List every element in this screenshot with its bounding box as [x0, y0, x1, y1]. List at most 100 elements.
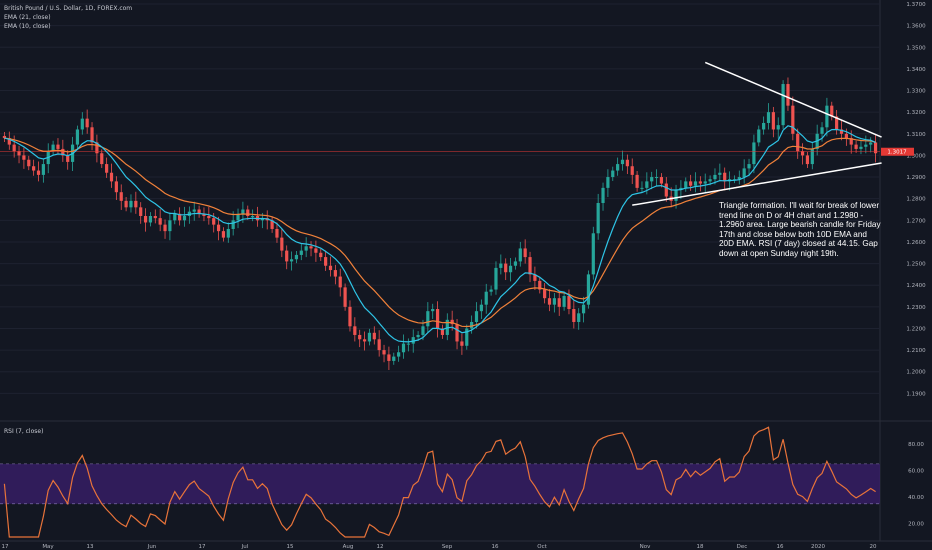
candle-body — [431, 309, 435, 312]
candle-body — [640, 187, 644, 189]
candle-body — [309, 246, 313, 249]
candle-body — [85, 118, 89, 128]
candle-body — [36, 170, 41, 175]
candle-body — [679, 187, 683, 191]
candle-body — [139, 207, 143, 216]
candle-body — [7, 138, 11, 145]
price-tick-label: 1.2100 — [906, 348, 926, 354]
candle-body — [61, 148, 65, 156]
price-axis[interactable]: 1.3700 1.3600 1.3500 1.3400 1.3300 1.3200 1.31… — [881, 2, 926, 397]
candle-body — [606, 177, 610, 188]
candle-body — [674, 190, 678, 201]
candle-body — [406, 343, 410, 345]
candle-body — [752, 142, 756, 165]
time-tick-label: 13 — [87, 544, 94, 550]
candle-body — [367, 332, 372, 342]
candle-body — [625, 159, 629, 167]
time-tick-label: Nov — [640, 544, 651, 550]
candle-body — [830, 105, 834, 117]
candle-body — [479, 304, 483, 312]
time-tick-label: 2020 — [811, 544, 825, 550]
candle-body — [158, 218, 162, 225]
candle-body — [698, 181, 702, 184]
price-tick-label: 1.3300 — [906, 89, 926, 95]
candle-body — [504, 263, 508, 273]
ema10-path — [4, 125, 876, 343]
time-tick-label: 17 — [2, 544, 9, 550]
candle-body — [523, 248, 527, 258]
candle-body — [654, 177, 659, 179]
price-tick-label: 1.1900 — [906, 391, 926, 397]
candle-body — [869, 142, 873, 145]
time-tick-label: 15 — [287, 544, 294, 550]
candle-body — [202, 213, 206, 216]
price-tick-label: 1.2900 — [906, 175, 926, 181]
candle-body — [864, 144, 868, 147]
candle-body — [66, 155, 70, 162]
candle-body — [771, 112, 775, 130]
time-tick-label: Jul — [241, 544, 249, 550]
candle-body — [411, 337, 415, 344]
candle-body — [713, 174, 717, 180]
time-tick-label: 12 — [377, 544, 384, 550]
last-price-tag — [881, 147, 914, 156]
time-tick-label: 16 — [777, 544, 784, 550]
price-tick-label: 1.3100 — [906, 132, 926, 138]
candle-body — [440, 328, 445, 335]
candle-body — [591, 233, 595, 275]
rsi-band — [0, 463, 880, 505]
time-tick-label: 18 — [697, 544, 704, 550]
candle-body — [538, 280, 542, 290]
candle-body — [260, 218, 264, 221]
time-tick-label: 20 — [870, 544, 877, 550]
candle-body — [572, 309, 576, 322]
candle-body — [12, 144, 16, 152]
candle-body — [382, 350, 386, 355]
candle-body — [470, 321, 474, 329]
candle-body — [620, 159, 625, 165]
time-axis[interactable]: 17 May 13 Jun 17 Jul 15 Aug 12 Sep 16 Oct Nov 18 Dec 16… — [2, 544, 877, 550]
candle-body — [294, 254, 299, 260]
candle-body — [22, 155, 26, 160]
rsi-band-fill — [0, 463, 880, 504]
candle-body — [207, 215, 211, 219]
candle-body — [601, 187, 605, 204]
price-tick-label: 1.3200 — [906, 110, 926, 116]
price-tick-label: 1.2200 — [906, 326, 926, 332]
candle-body — [270, 220, 274, 229]
candle-body — [319, 252, 323, 258]
candle-body — [324, 257, 328, 266]
rsi-tick-label: 40.00 — [908, 495, 924, 501]
time-tick-label: Aug — [343, 544, 354, 550]
candle-body — [173, 213, 177, 221]
candle-body — [616, 164, 620, 171]
price-tick-label: 1.3600 — [906, 24, 926, 30]
candle-body — [650, 177, 654, 182]
price-tick-label: 1.3400 — [906, 67, 926, 73]
candle-body — [489, 289, 493, 292]
candle-body — [703, 181, 707, 184]
candle-body — [80, 118, 84, 130]
candle-body — [192, 209, 196, 212]
time-tick-label: 17 — [199, 544, 206, 550]
price-tick-label: 1.2600 — [906, 240, 926, 246]
price-tick-label: 1.3000 — [906, 153, 926, 159]
candle-body — [596, 203, 600, 234]
candle-body — [231, 220, 235, 229]
price-tick-label: 1.3700 — [906, 2, 926, 8]
price-tick-label: 1.2800 — [906, 197, 926, 203]
candle-body — [328, 265, 333, 271]
candle-body — [90, 127, 94, 143]
candle-body — [718, 172, 722, 175]
candle-body — [708, 179, 712, 182]
candle-body — [543, 289, 547, 299]
candle-body — [241, 209, 245, 214]
rsi-tick-label: 20.00 — [908, 522, 924, 528]
candle-body — [416, 334, 420, 338]
candle-body — [513, 261, 518, 266]
candle-body — [280, 237, 284, 251]
candle-body — [246, 209, 250, 216]
candle-body — [684, 181, 688, 188]
candle-body — [435, 309, 440, 329]
